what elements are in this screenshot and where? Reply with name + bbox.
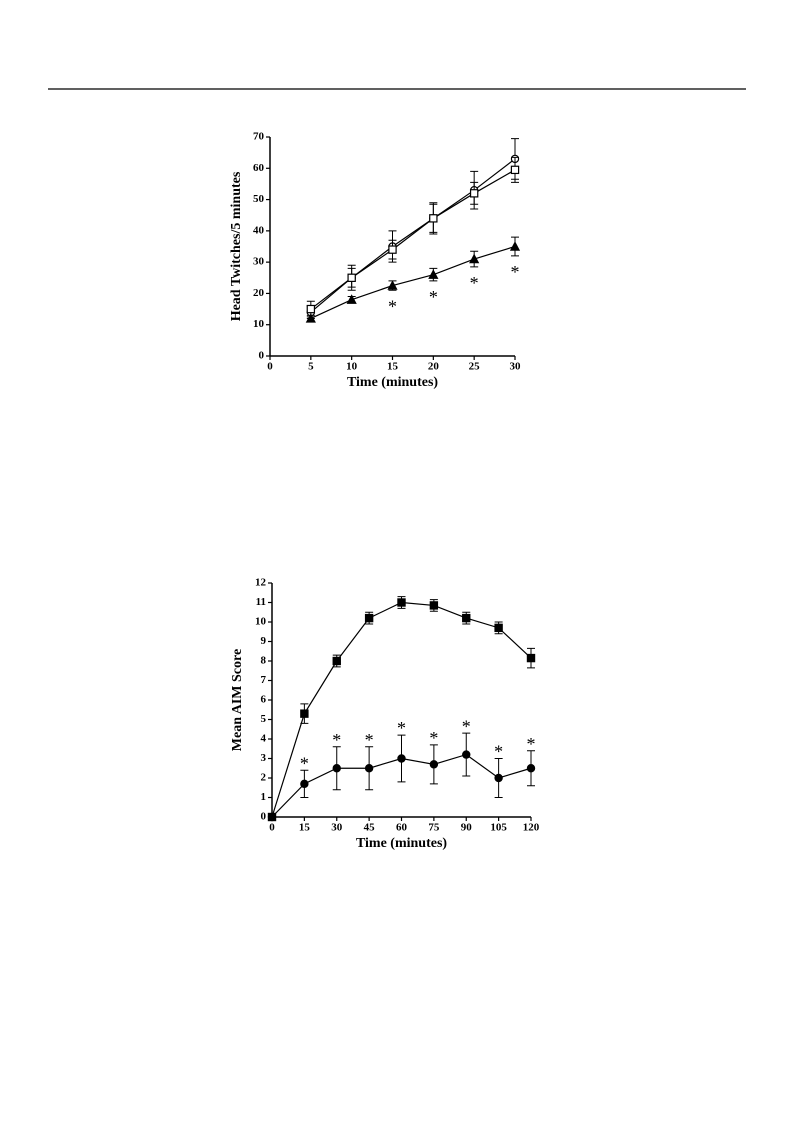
marker xyxy=(429,214,438,223)
marker xyxy=(387,280,398,290)
marker xyxy=(510,165,520,175)
y-tick-label: 11 xyxy=(256,596,266,608)
marker xyxy=(429,760,439,769)
y-axis-title: Mean AIM Score xyxy=(230,649,245,751)
x-tick-label: 15 xyxy=(387,361,399,373)
x-tick-label: 60 xyxy=(396,822,408,834)
series-line xyxy=(310,158,516,313)
marker xyxy=(494,773,503,783)
marker xyxy=(428,269,439,279)
significance-star: * xyxy=(462,716,471,736)
marker xyxy=(305,313,316,323)
x-axis-title: Time (minutes) xyxy=(356,836,447,851)
marker xyxy=(462,750,471,759)
y-tick-label: 70 xyxy=(253,131,265,143)
x-axis-title: Time (minutes) xyxy=(347,375,438,390)
marker xyxy=(346,294,357,304)
significance-star: * xyxy=(511,262,520,282)
marker xyxy=(300,779,309,789)
y-tick-label: 8 xyxy=(261,655,267,667)
marker xyxy=(469,189,479,198)
y-tick-label: 0 xyxy=(259,350,265,362)
y-tick-label: 10 xyxy=(253,318,265,330)
marker xyxy=(469,253,480,264)
y-tick-label: 60 xyxy=(253,162,265,174)
x-tick-label: 30 xyxy=(331,822,343,834)
x-tick-label: 25 xyxy=(469,361,481,373)
x-tick-label: 20 xyxy=(428,361,440,373)
x-tick-label: 90 xyxy=(461,822,473,834)
y-tick-label: 2 xyxy=(261,772,267,784)
y-tick-label: 7 xyxy=(261,674,267,686)
marker xyxy=(306,304,316,314)
y-tick-label: 9 xyxy=(261,635,267,647)
y-tick-label: 4 xyxy=(261,733,267,745)
marker xyxy=(300,709,309,718)
significance-star: * xyxy=(470,273,479,293)
marker xyxy=(388,245,397,254)
y-tick-label: 1 xyxy=(261,791,267,803)
x-tick-label: 105 xyxy=(490,822,507,834)
marker xyxy=(526,764,536,773)
significance-star: * xyxy=(494,742,503,762)
x-tick-label: 120 xyxy=(523,822,540,834)
x-tick-label: 15 xyxy=(299,822,311,834)
marker xyxy=(364,613,374,623)
significance-star: * xyxy=(388,296,397,316)
y-axis-title: Head Twitches/5 minutes xyxy=(229,171,244,321)
marker xyxy=(462,613,471,623)
y-tick-label: 0 xyxy=(261,811,267,823)
x-tick-label: 10 xyxy=(346,361,358,373)
marker xyxy=(526,653,536,663)
marker xyxy=(397,754,406,763)
marker xyxy=(267,812,277,822)
y-tick-label: 6 xyxy=(261,694,267,706)
marker xyxy=(397,598,406,607)
significance-star: * xyxy=(527,734,536,754)
marker xyxy=(347,273,356,282)
y-tick-label: 30 xyxy=(253,256,265,268)
series-line xyxy=(310,169,516,310)
significance-star: * xyxy=(429,728,438,748)
significance-star: * xyxy=(429,287,438,307)
marker xyxy=(332,656,341,666)
series-line xyxy=(271,601,532,818)
marker xyxy=(509,241,521,251)
y-tick-label: 50 xyxy=(253,193,265,205)
y-tick-label: 20 xyxy=(253,287,265,299)
marker xyxy=(332,764,341,773)
y-tick-label: 3 xyxy=(261,752,267,764)
y-tick-label: 5 xyxy=(261,713,267,725)
significance-star: * xyxy=(332,730,341,750)
marker xyxy=(364,764,374,773)
y-tick-label: 10 xyxy=(255,616,267,628)
y-tick-label: 40 xyxy=(253,224,265,236)
x-tick-label: 45 xyxy=(364,822,376,834)
marker xyxy=(429,601,439,610)
x-tick-label: 0 xyxy=(269,822,275,834)
significance-star: * xyxy=(365,730,374,750)
x-tick-label: 30 xyxy=(510,361,522,373)
x-tick-label: 75 xyxy=(428,822,440,834)
x-tick-label: 5 xyxy=(308,361,314,373)
significance-star: * xyxy=(300,753,309,773)
significance-star: * xyxy=(397,718,406,738)
marker xyxy=(494,623,503,633)
y-tick-label: 12 xyxy=(255,577,267,589)
series-line xyxy=(310,245,516,320)
x-tick-label: 0 xyxy=(267,361,273,373)
